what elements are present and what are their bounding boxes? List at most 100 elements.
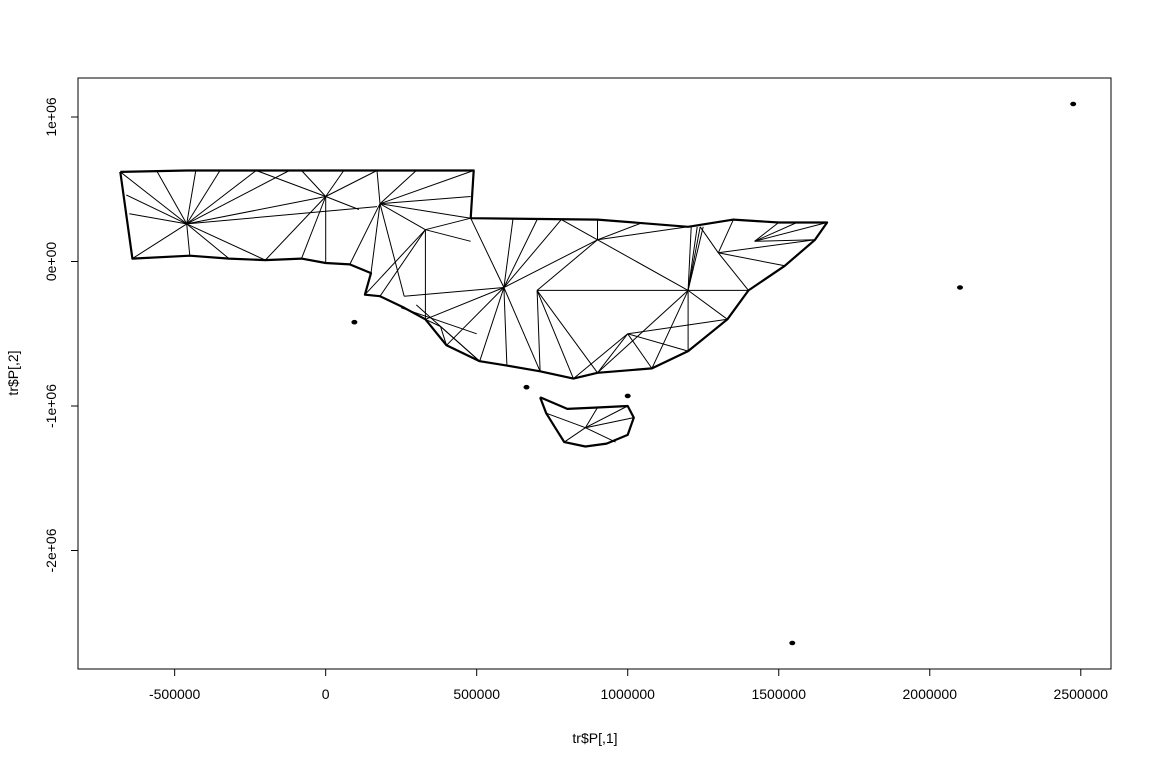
triangulation-edge bbox=[627, 318, 728, 335]
triangulation-edge bbox=[425, 318, 441, 327]
triangulation-edge bbox=[379, 203, 426, 231]
triangulation-edge bbox=[446, 287, 505, 346]
triangulation-edge bbox=[376, 170, 381, 204]
island-point bbox=[351, 319, 358, 325]
triangulation-edge bbox=[717, 219, 734, 254]
y-tick-label: 1e+06 bbox=[43, 97, 59, 137]
triangulation-edge bbox=[503, 219, 562, 288]
triangulation-edge bbox=[132, 223, 187, 260]
y-tick-label: 0e+00 bbox=[43, 242, 59, 282]
triangulation-edge bbox=[699, 226, 719, 254]
triangulation-edge bbox=[503, 219, 514, 288]
triangulation-edge bbox=[687, 226, 698, 291]
triangulation-edge bbox=[503, 219, 538, 288]
triangulation-edge bbox=[597, 239, 689, 291]
triangulation-edge bbox=[325, 170, 378, 197]
triangulation-edge bbox=[325, 196, 360, 210]
triangulation-edge bbox=[627, 333, 653, 369]
triangulation-edge bbox=[627, 333, 689, 352]
triangulation-edge bbox=[256, 170, 326, 197]
triangulation-edge bbox=[301, 170, 327, 197]
island-markers bbox=[351, 101, 1077, 646]
triangulation-edge bbox=[186, 223, 266, 261]
triangulation-edge bbox=[470, 217, 505, 288]
triangulation-edge bbox=[186, 170, 197, 224]
y-tick-label: -2e+06 bbox=[43, 528, 59, 572]
triangulation-edge bbox=[503, 287, 541, 372]
triangulation-edge bbox=[536, 290, 574, 379]
triangulation-edge bbox=[379, 203, 471, 219]
triangulation-edge bbox=[597, 333, 629, 374]
y-axis-title: tr$P[,2] bbox=[5, 350, 21, 395]
island-point bbox=[523, 384, 530, 390]
triangulation-edge bbox=[349, 203, 381, 265]
mainland-outline bbox=[119, 169, 829, 380]
triangulation-edge bbox=[718, 239, 816, 254]
triangulation-edge bbox=[364, 229, 426, 296]
triangulation-edge bbox=[126, 194, 187, 225]
triangulation-edge bbox=[687, 226, 692, 291]
island-point bbox=[1070, 101, 1077, 107]
triangulation-edge bbox=[687, 289, 728, 320]
triangulation-edge bbox=[503, 239, 598, 288]
y-axis: 1e+06 0e+00 -1e+06 -2e+06 bbox=[43, 97, 79, 572]
triangulation-edge bbox=[687, 226, 704, 291]
x-tick-label: 500000 bbox=[453, 686, 500, 702]
triangulation-edge bbox=[264, 196, 327, 261]
triangulation-edge bbox=[186, 196, 326, 225]
triangulation-edge bbox=[536, 239, 598, 291]
triangulation-edge bbox=[718, 252, 785, 267]
triangulation-edge bbox=[597, 222, 643, 241]
triangulation-edge bbox=[379, 203, 405, 297]
island-point bbox=[789, 640, 796, 646]
triangulation-edge bbox=[564, 427, 586, 443]
x-axis: -500000 0 500000 1000000 1500000 2000000 25000… bbox=[149, 668, 1109, 702]
triangulation-edge bbox=[379, 229, 426, 297]
triangulation-edge bbox=[129, 213, 187, 225]
triangulation-edge bbox=[404, 287, 504, 297]
x-tick-label: 2500000 bbox=[1054, 686, 1109, 702]
triangulation-edge bbox=[379, 170, 474, 205]
triangulation-edge bbox=[503, 287, 508, 366]
triangulation-edge bbox=[186, 170, 221, 225]
triangulation-edge bbox=[754, 222, 798, 242]
tasmania-outline bbox=[539, 396, 635, 448]
triangulation-edge bbox=[156, 170, 188, 225]
x-tick-label: 2000000 bbox=[903, 686, 958, 702]
triangulation-edge bbox=[546, 412, 586, 429]
triangulation-edge bbox=[186, 223, 191, 256]
x-axis-title: tr$P[,1] bbox=[572, 730, 617, 746]
triangulation-edge bbox=[186, 170, 290, 225]
y-tick-label: -1e+06 bbox=[43, 384, 59, 428]
triangulation-edge bbox=[536, 290, 541, 372]
triangulation-edge bbox=[536, 290, 598, 374]
triangulation-edge bbox=[119, 171, 188, 225]
triangulation-edge bbox=[370, 203, 381, 274]
triangulation-edge bbox=[379, 196, 471, 205]
triangulation-edge bbox=[584, 407, 598, 428]
triangulation-edge bbox=[585, 405, 628, 429]
triangulation-edge bbox=[585, 427, 616, 443]
triangulation-edges bbox=[119, 170, 828, 443]
triangulation-edge bbox=[425, 287, 505, 320]
triangulation-edge bbox=[717, 252, 749, 291]
island-point bbox=[957, 285, 963, 290]
triangulation-edge bbox=[573, 333, 629, 379]
triangulation-edge bbox=[379, 170, 417, 205]
coastline-outlines bbox=[119, 169, 829, 448]
triangulation-edge bbox=[440, 326, 447, 346]
x-tick-label: 0 bbox=[322, 686, 330, 702]
triangulation-edge bbox=[479, 287, 505, 362]
triangulation-edge bbox=[301, 196, 327, 259]
triangulation-edge bbox=[585, 417, 634, 429]
triangulation-edge bbox=[651, 290, 689, 369]
triangulation-edge bbox=[561, 219, 598, 241]
island-point bbox=[624, 393, 631, 399]
triangulation-edge bbox=[415, 304, 481, 362]
x-tick-label: 1500000 bbox=[751, 686, 806, 702]
triangulation-edge bbox=[425, 217, 471, 231]
triangulation-edge bbox=[425, 229, 471, 242]
triangulation-edge bbox=[186, 170, 257, 225]
triangulation-edge bbox=[754, 222, 828, 242]
